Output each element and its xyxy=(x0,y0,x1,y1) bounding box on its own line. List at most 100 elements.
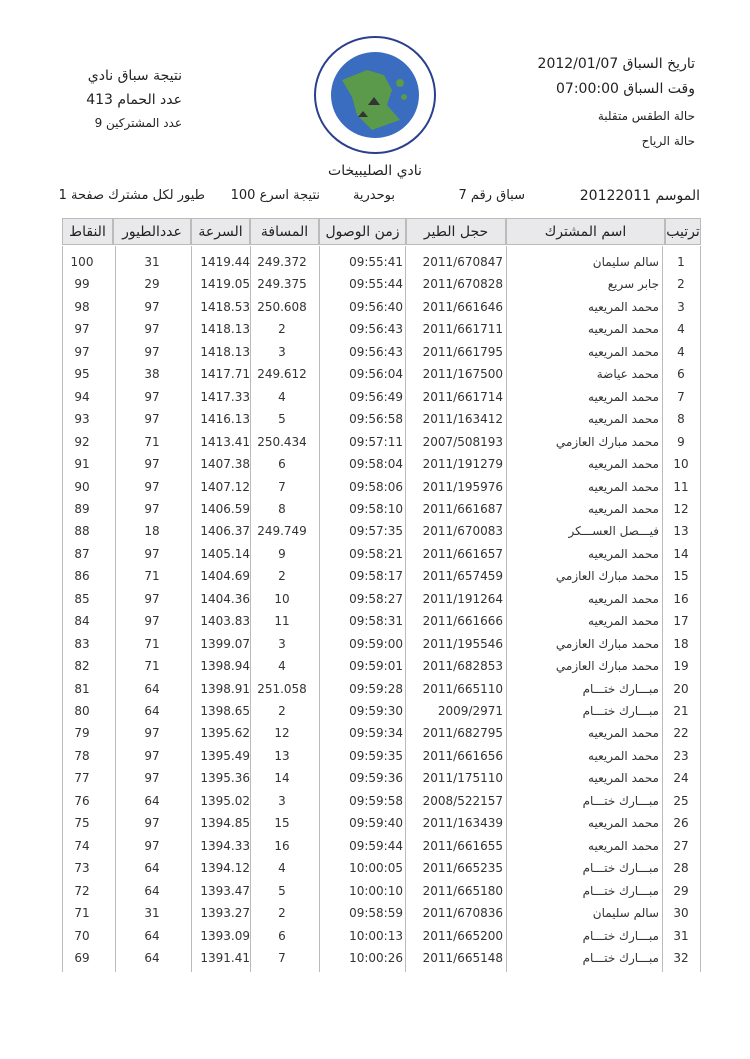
cell-participant: مبـــارك ختـــام xyxy=(582,928,659,943)
cell-points: 87 xyxy=(74,546,90,561)
cell-ring: 2011/661666 xyxy=(422,614,503,629)
cell-points: 93 xyxy=(74,412,90,427)
cell-participant: فيـــصل العســـكر xyxy=(568,524,660,539)
cell-rank: 26 xyxy=(673,816,689,831)
cell-ring: 2011/661656 xyxy=(422,748,503,763)
cell-distance: 4 xyxy=(278,659,286,674)
table-row: 4 محمد المريعيه 2011/661711 09:56:43 2 1418.1… xyxy=(62,318,700,340)
cell-distance: 3 xyxy=(278,636,286,651)
cell-birds: 97 xyxy=(144,344,160,359)
cell-birds: 64 xyxy=(144,704,160,718)
cell-ring: 2011/670828 xyxy=(422,277,503,292)
cell-rank: 24 xyxy=(673,771,689,786)
col-speed: السرعة xyxy=(191,218,250,245)
participant-count: عدد المشتركين 9 xyxy=(94,116,182,130)
cell-speed: 1395.49 xyxy=(200,748,250,763)
cell-arrival-time: 09:59:34 xyxy=(349,726,403,741)
cell-arrival-time: 09:55:41 xyxy=(349,255,403,269)
cell-birds: 97 xyxy=(144,614,160,629)
cell-distance: 15 xyxy=(274,816,290,831)
cell-birds: 38 xyxy=(144,367,160,382)
fastest-count: نتيجة اسرع 100 xyxy=(230,188,320,203)
cell-arrival-time: 09:55:44 xyxy=(349,277,403,292)
cell-rank: 12 xyxy=(673,501,689,516)
cell-ring: 2011/175110 xyxy=(422,771,503,786)
cell-speed: 1391.41 xyxy=(200,950,250,965)
weather-status: حالة الطقس متقلبة xyxy=(597,109,695,123)
cell-points: 76 xyxy=(74,793,90,808)
cell-birds: 97 xyxy=(144,816,160,831)
cell-birds: 71 xyxy=(144,434,160,449)
cell-speed: 1395.36 xyxy=(200,771,250,786)
cell-ring: 2011/670083 xyxy=(422,524,503,539)
club-name: نادي الصليبيخات xyxy=(328,163,422,179)
cell-rank: 19 xyxy=(673,659,689,674)
cell-participant: مبـــارك ختـــام xyxy=(582,793,659,808)
cell-speed: 1405.14 xyxy=(200,546,250,561)
cell-rank: 14 xyxy=(673,546,689,561)
cell-speed: 1393.27 xyxy=(200,906,250,921)
cell-points: 97 xyxy=(74,344,90,359)
cell-speed: 1418.13 xyxy=(200,322,250,337)
cell-ring: 2011/665235 xyxy=(422,861,503,876)
cell-speed: 1406.59 xyxy=(200,501,250,516)
cell-points: 81 xyxy=(74,681,90,696)
cell-points: 88 xyxy=(74,524,90,539)
cell-distance: 7 xyxy=(278,479,286,494)
divider xyxy=(662,246,663,972)
cell-distance: 250.434 xyxy=(257,434,307,449)
cell-ring: 2011/665200 xyxy=(422,928,503,943)
cell-ring: 2011/661646 xyxy=(422,299,503,314)
cell-points: 71 xyxy=(74,906,90,921)
table-row: 32 مبـــارك ختـــام 2011/665148 10:00:26 7 13… xyxy=(62,947,700,969)
cell-distance: 12 xyxy=(274,726,290,741)
table-row: 11 محمد المريعيه 2011/195976 09:58:06 7 1407.… xyxy=(62,476,700,498)
col-birds: عددالطيور xyxy=(113,218,191,245)
cell-speed: 1399.07 xyxy=(200,636,250,651)
cell-distance: 5 xyxy=(278,412,286,427)
cell-participant: محمد المريعيه xyxy=(588,344,659,359)
race-number: سباق رقم 7 xyxy=(458,188,525,203)
cell-distance: 4 xyxy=(278,861,286,876)
col-distance: المسافة xyxy=(250,218,319,245)
cell-participant: محمد المريعيه xyxy=(588,479,659,494)
cell-participant: محمد مبارك العازمي xyxy=(555,636,659,651)
cell-speed: 1418.13 xyxy=(200,344,250,359)
cell-points: 98 xyxy=(74,299,90,314)
cell-distance: 249.375 xyxy=(257,277,307,292)
release-location: بوحدرية xyxy=(352,188,395,203)
cell-rank: 1 xyxy=(677,255,685,269)
cell-arrival-time: 10:00:13 xyxy=(349,928,403,943)
cell-rank: 6 xyxy=(677,367,685,382)
cell-arrival-time: 09:56:43 xyxy=(349,344,403,359)
cell-points: 72 xyxy=(74,883,90,898)
cell-participant: محمد المريعيه xyxy=(588,771,659,786)
cell-rank: 30 xyxy=(673,906,689,921)
cell-birds: 71 xyxy=(144,636,160,651)
table-row: 31 مبـــارك ختـــام 2011/665200 10:00:13 6 13… xyxy=(62,925,700,947)
cell-points: 86 xyxy=(74,569,90,584)
cell-points: 90 xyxy=(74,479,90,494)
cell-participant: مبـــارك ختـــام xyxy=(582,883,659,898)
cell-rank: 22 xyxy=(673,726,689,741)
cell-ring: 2009/2971 xyxy=(437,704,503,718)
cell-birds: 64 xyxy=(144,928,160,943)
cell-points: 99 xyxy=(74,277,90,292)
cell-arrival-time: 09:59:44 xyxy=(349,838,403,853)
cell-arrival-time: 09:58:10 xyxy=(349,501,403,516)
table-row: 14 محمد المريعيه 2011/661657 09:58:21 9 1405.… xyxy=(62,543,700,565)
table-row: 24 محمد المريعيه 2011/175110 09:59:36 14 1395… xyxy=(62,767,700,789)
cell-points: 80 xyxy=(74,704,90,718)
cell-distance: 8 xyxy=(278,501,286,516)
cell-birds: 64 xyxy=(144,681,160,696)
cell-points: 70 xyxy=(74,928,90,943)
cell-ring: 2011/661795 xyxy=(422,344,503,359)
cell-rank: 28 xyxy=(673,861,689,876)
table-row: 20 مبـــارك ختـــام 2011/665110 09:59:28 251… xyxy=(62,678,700,700)
cell-points: 77 xyxy=(74,771,90,786)
cell-speed: 1393.47 xyxy=(200,883,250,898)
cell-birds: 97 xyxy=(144,412,160,427)
cell-arrival-time: 09:59:40 xyxy=(349,816,403,831)
cell-points: 75 xyxy=(74,816,90,831)
birds-per-member: طيور لكل مشترك صفحة 1 xyxy=(58,188,205,203)
